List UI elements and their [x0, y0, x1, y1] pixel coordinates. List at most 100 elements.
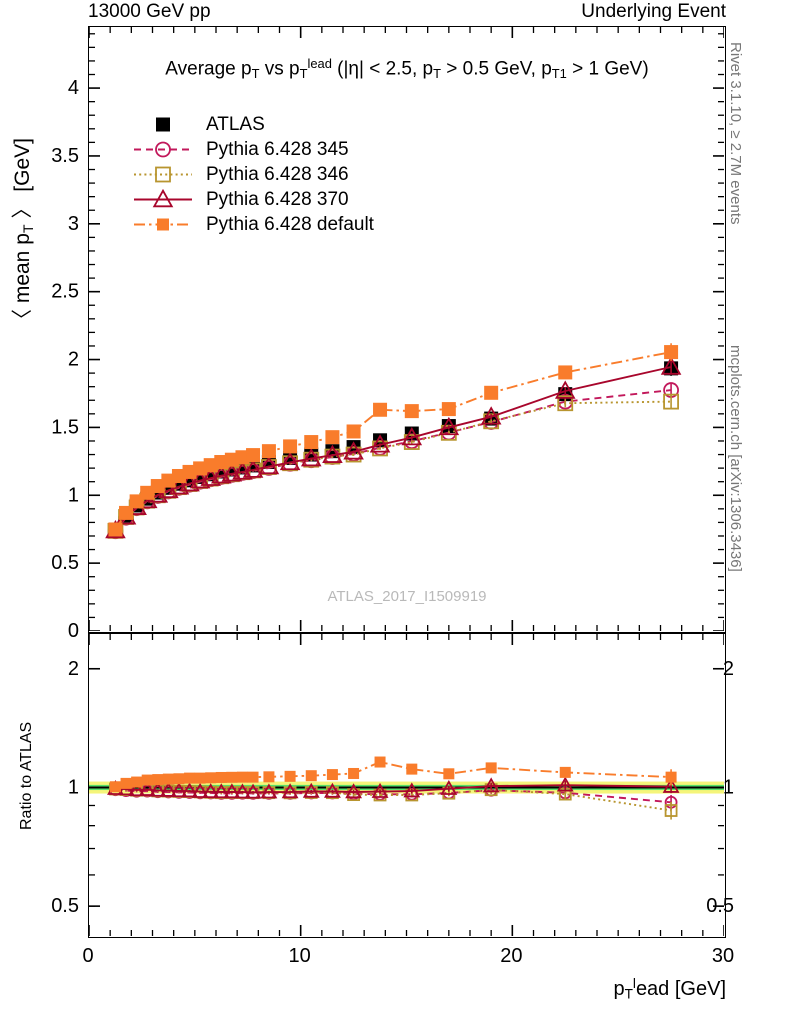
data-marker [558, 365, 573, 380]
legend-label: Pythia 6.428 default [206, 213, 374, 235]
legend-key-open-circle-icon [132, 137, 194, 162]
legend-item-4[interactable]: Pythia 6.428 default [132, 212, 374, 237]
header-collision-energy: 13000 GeV pp [88, 1, 211, 22]
legend: ATLAS Pythia 6.428 345 Pythia 6.428 346 Pyt… [132, 112, 374, 237]
data-marker [441, 402, 456, 417]
data-marker [171, 468, 186, 483]
data-marker [247, 771, 259, 783]
axis-ticks [89, 27, 724, 631]
data-marker [325, 430, 340, 445]
y-tick-label-main: 4 [68, 77, 79, 99]
data-marker [235, 450, 250, 465]
legend-label: Pythia 6.428 345 [206, 138, 349, 160]
y-tick-label-main: 2 [68, 349, 79, 371]
data-marker [202, 783, 220, 799]
data-marker [281, 783, 299, 799]
data-marker [193, 461, 208, 476]
series-default [109, 756, 677, 793]
data-marker [182, 464, 197, 479]
y-tick-label-main: 0 [68, 620, 79, 642]
y-tick-label-ratio-right: 1 [723, 776, 734, 798]
data-marker [374, 756, 386, 768]
data-marker [223, 783, 241, 799]
y-tick-label-ratio: 1 [68, 776, 79, 798]
y-tick-label-main: 3.5 [51, 145, 79, 167]
data-marker [226, 771, 238, 783]
series-default [108, 343, 679, 537]
data-marker [343, 441, 364, 460]
legend-label: Pythia 6.428 346 [206, 163, 349, 185]
analysis-watermark: ATLAS_2017_I1509919 [327, 588, 487, 605]
data-marker [181, 782, 198, 798]
data-marker [345, 783, 362, 799]
series-p370 [107, 776, 680, 799]
main-plot-panel [88, 26, 726, 633]
data-marker [664, 804, 678, 817]
data-marker [157, 218, 169, 231]
data-marker [159, 781, 177, 797]
data-marker [665, 771, 677, 783]
data-marker [663, 393, 679, 410]
data-marker [141, 774, 153, 786]
data-marker [302, 782, 320, 798]
data-marker [242, 459, 264, 478]
data-marker [150, 479, 165, 494]
legend-item-3[interactable]: Pythia 6.428 370 [132, 187, 374, 212]
legend-item-2[interactable]: Pythia 6.428 346 [132, 162, 374, 187]
y-tick-label-main: 1.5 [51, 416, 79, 438]
data-marker [203, 458, 218, 473]
legend-key-open-square-icon [132, 162, 194, 187]
data-marker [664, 345, 679, 360]
data-marker [660, 356, 682, 375]
data-marker [108, 522, 123, 537]
data-marker [128, 781, 146, 797]
data-marker [326, 769, 338, 781]
data-marker [305, 770, 317, 782]
legend-item-1[interactable]: Pythia 6.428 345 [132, 137, 374, 162]
data-marker [438, 416, 460, 436]
data-marker [401, 426, 423, 446]
data-marker [404, 404, 419, 419]
data-marker [480, 406, 502, 425]
data-marker [191, 782, 209, 798]
data-marker [283, 439, 298, 454]
data-marker [369, 434, 391, 453]
data-marker [224, 452, 239, 467]
x-tick-label: 0 [82, 945, 93, 967]
y-tick-label-ratio: 0.5 [51, 895, 79, 917]
data-marker [215, 771, 227, 783]
x-tick-label: 10 [289, 945, 311, 967]
data-marker [138, 780, 156, 796]
data-marker [131, 776, 143, 788]
data-marker [348, 767, 360, 779]
legend-item-0[interactable]: ATLAS [132, 112, 374, 137]
data-marker [212, 783, 230, 799]
data-marker [554, 380, 576, 399]
data-marker [373, 402, 388, 417]
axis-ticks [89, 634, 724, 936]
data-marker [260, 783, 278, 799]
y-tick-label-main: 1 [68, 484, 79, 506]
y-tick-label-ratio: 2 [68, 658, 79, 680]
data-marker [205, 772, 217, 784]
data-marker [140, 485, 155, 500]
data-marker [557, 395, 574, 412]
data-marker [173, 773, 185, 785]
data-marker [304, 435, 319, 450]
data-marker [155, 141, 171, 158]
header-analysis-category: Underlying Event [581, 1, 726, 22]
data-marker [214, 455, 229, 470]
legend-key-open-triangle-icon [132, 187, 194, 212]
data-marker [258, 455, 280, 475]
data-marker [234, 783, 251, 799]
y-tick-label-ratio-right: 2 [723, 658, 734, 680]
data-marker [109, 781, 121, 793]
x-tick-label: 20 [500, 945, 522, 967]
data-marker [119, 505, 134, 520]
data-marker [485, 762, 497, 774]
data-marker [120, 777, 132, 789]
data-marker [371, 782, 389, 798]
data-marker [261, 444, 276, 459]
data-marker [484, 385, 499, 400]
